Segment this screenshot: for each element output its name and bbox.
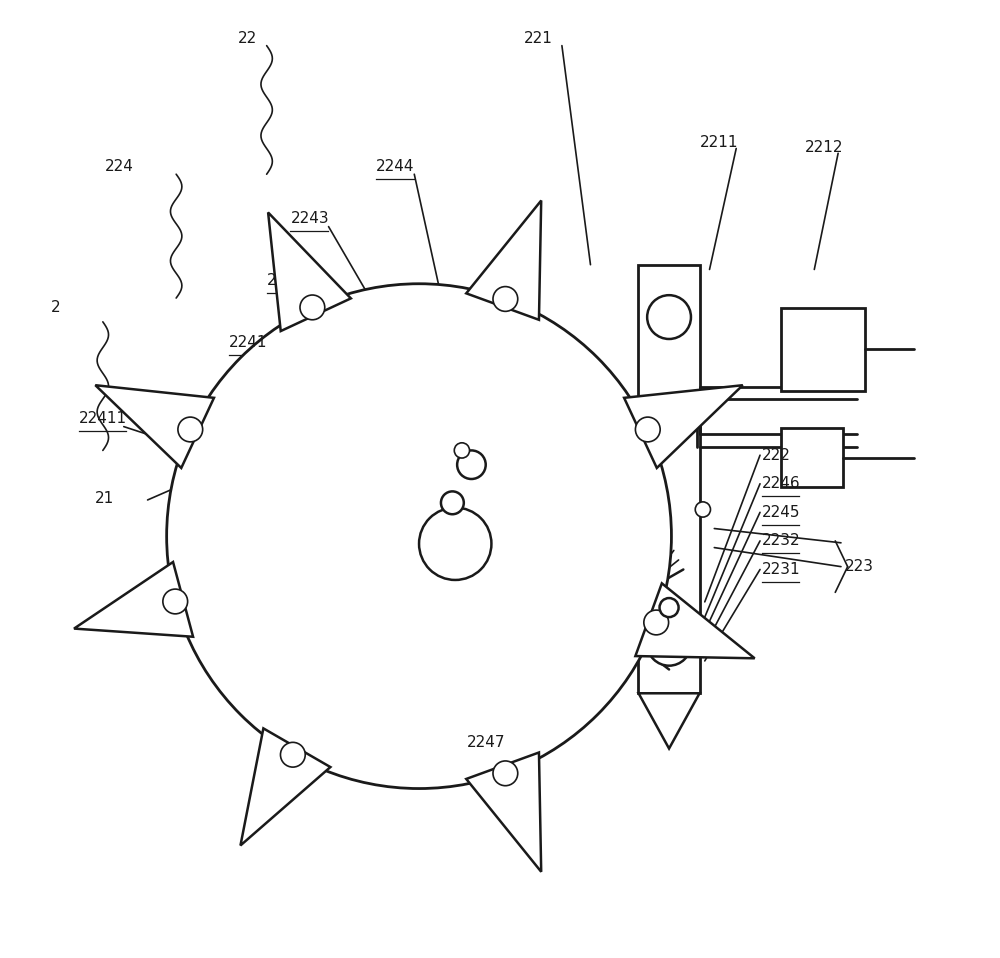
- Text: 2212: 2212: [805, 140, 843, 155]
- Text: 2241: 2241: [229, 335, 267, 351]
- Circle shape: [457, 450, 486, 479]
- Circle shape: [441, 491, 464, 514]
- Polygon shape: [74, 562, 193, 637]
- Text: 2232: 2232: [762, 534, 801, 548]
- Bar: [781, 308, 865, 392]
- Polygon shape: [95, 385, 214, 468]
- Text: 2246: 2246: [762, 476, 801, 491]
- Text: 222: 222: [762, 447, 791, 463]
- Polygon shape: [466, 200, 541, 320]
- Text: 2243: 2243: [290, 212, 329, 226]
- Text: 221: 221: [524, 31, 553, 46]
- Text: 224: 224: [105, 159, 134, 174]
- Circle shape: [493, 761, 518, 786]
- Polygon shape: [624, 385, 743, 468]
- Circle shape: [280, 742, 305, 767]
- Polygon shape: [466, 752, 541, 872]
- Text: 2242: 2242: [267, 273, 305, 288]
- Bar: [781, 427, 843, 487]
- Circle shape: [167, 284, 671, 788]
- Circle shape: [300, 295, 325, 320]
- Text: 2231: 2231: [762, 562, 801, 577]
- Polygon shape: [268, 213, 351, 331]
- Circle shape: [647, 295, 691, 339]
- Bar: [638, 264, 700, 694]
- Text: 2: 2: [50, 300, 60, 315]
- Text: 2244: 2244: [376, 159, 415, 174]
- Circle shape: [454, 443, 470, 458]
- Circle shape: [493, 286, 518, 311]
- Text: 21: 21: [95, 490, 114, 506]
- Circle shape: [647, 622, 691, 666]
- Polygon shape: [240, 728, 330, 846]
- Circle shape: [635, 417, 660, 442]
- Circle shape: [163, 589, 188, 614]
- Polygon shape: [635, 583, 755, 658]
- Text: 22411: 22411: [79, 412, 127, 426]
- Text: 2211: 2211: [700, 135, 739, 150]
- Text: 22: 22: [238, 31, 257, 46]
- Circle shape: [178, 417, 203, 442]
- Polygon shape: [639, 694, 700, 748]
- Text: 223: 223: [845, 559, 874, 574]
- Text: 2247: 2247: [467, 736, 505, 750]
- Circle shape: [660, 598, 679, 617]
- Circle shape: [644, 610, 669, 635]
- Circle shape: [419, 508, 491, 580]
- Text: 2245: 2245: [762, 505, 800, 520]
- Circle shape: [695, 502, 710, 517]
